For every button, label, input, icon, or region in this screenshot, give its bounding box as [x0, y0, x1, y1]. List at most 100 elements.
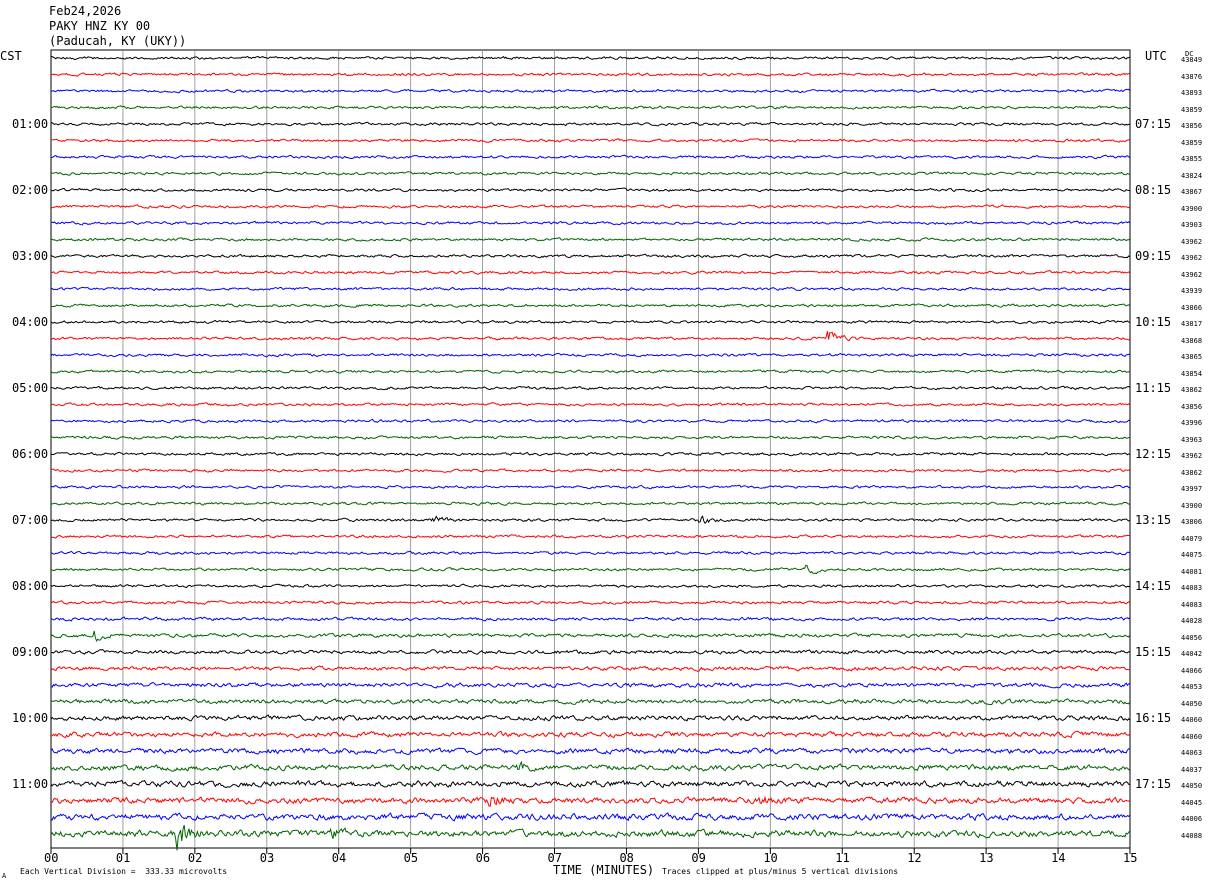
utc-hour-label: 10:15 [1135, 315, 1172, 329]
dc-offset-label: 43859 [1181, 105, 1203, 114]
cst-hour-label: 11:00 [12, 777, 49, 791]
x-tick-label: 11 [835, 851, 850, 865]
cst-hour-label: 02:00 [12, 183, 49, 197]
seismic-trace [51, 138, 1130, 143]
seismic-trace [50, 121, 1130, 127]
dc-offset-label: 44066 [1181, 666, 1203, 675]
cst-hour-label: 06:00 [12, 447, 49, 461]
seismic-trace [50, 501, 1130, 506]
seismic-trace [51, 730, 1131, 739]
seismic-trace [50, 550, 1131, 556]
utc-hour-label: 13:15 [1135, 513, 1172, 527]
dc-offset-label: 44060 [1181, 732, 1203, 741]
x-tick-label: 14 [1051, 851, 1066, 865]
dc-offset-label: 44045 [1181, 798, 1203, 807]
dc-offset-label: 43962 [1181, 270, 1203, 279]
seismic-trace [50, 564, 1131, 575]
dc-offset-label: 44006 [1181, 815, 1203, 823]
dc-offset-label: 44042 [1181, 650, 1203, 658]
dc-offset-label: 43854 [1181, 369, 1203, 378]
utc-hour-label: 08:15 [1135, 183, 1172, 197]
dc-offset-label: 43824 [1181, 171, 1203, 180]
x-tick-label: 03 [259, 851, 275, 865]
right-timezone-label: UTC [1145, 49, 1167, 63]
dc-offset-label: 43862 [1181, 386, 1203, 394]
seismic-trace [50, 171, 1130, 176]
seismic-trace [50, 747, 1130, 756]
dc-offset-label: 43806 [1181, 518, 1203, 526]
dc-offset-label: 43963 [1181, 435, 1203, 444]
dc-offset-label: 43996 [1181, 419, 1203, 427]
utc-hour-label: 15:15 [1135, 645, 1172, 659]
seismic-trace [50, 451, 1130, 457]
dc-offset-label: 43849 [1181, 56, 1203, 64]
dc-offset-label: 44075 [1181, 551, 1203, 559]
dc-offset-label: 44088 [1181, 831, 1203, 840]
seismic-trace [50, 187, 1130, 193]
dc-offset-label: 44083 [1181, 584, 1203, 592]
x-tick-label: 06 [475, 851, 491, 865]
dc-offset-label: 43867 [1181, 188, 1203, 196]
utc-hour-label: 12:15 [1135, 447, 1172, 461]
x-tick-label: 04 [331, 851, 347, 865]
seismic-trace [50, 204, 1131, 209]
x-tick-label: 12 [907, 851, 922, 865]
dc-offset-label: 44050 [1181, 782, 1203, 790]
seismic-trace [50, 812, 1131, 822]
dc-offset-label: 44060 [1181, 716, 1203, 724]
location-label: (Paducah, KY (UKY)) [49, 34, 187, 48]
dc-offset-label: 43866 [1181, 303, 1203, 312]
seismic-trace [50, 600, 1131, 605]
dc-offset-label: 43893 [1181, 89, 1203, 97]
dc-offset-label: 43962 [1181, 254, 1203, 262]
cst-hour-label: 01:00 [12, 117, 49, 131]
seismic-trace [50, 665, 1130, 672]
dc-offset-label: 43855 [1181, 155, 1203, 163]
seismic-trace [50, 220, 1131, 226]
cst-hour-label: 10:00 [12, 711, 49, 725]
seismic-trace [50, 714, 1131, 722]
date-label: Feb24,2026 [49, 4, 122, 18]
x-axis-title: TIME (MINUTES) [553, 863, 655, 877]
seismic-trace [51, 534, 1130, 539]
x-tick-label: 09 [691, 851, 706, 865]
cst-hour-label: 09:00 [12, 645, 49, 659]
seismic-trace [50, 760, 1131, 772]
seismic-trace [50, 435, 1130, 440]
dc-offset-label: 44056 [1181, 633, 1203, 642]
dc-offset-label: 43856 [1181, 402, 1203, 411]
seismic-trace [50, 55, 1131, 61]
dc-offset-label: 43962 [1181, 452, 1203, 460]
x-tick-label: 02 [187, 851, 203, 865]
cst-hour-label: 03:00 [12, 249, 49, 263]
seismic-trace [50, 616, 1131, 622]
seismic-trace [50, 352, 1131, 358]
dc-offset-label: 43817 [1181, 320, 1203, 328]
cst-hour-label: 08:00 [12, 579, 49, 593]
seismic-trace [50, 385, 1131, 391]
seismic-trace [50, 468, 1130, 473]
seismic-trace [50, 779, 1130, 789]
x-tick-label: 15 [1123, 851, 1138, 865]
seismic-trace [50, 105, 1130, 110]
utc-hour-label: 16:15 [1135, 711, 1172, 725]
dc-offset-label: 44037 [1181, 765, 1203, 774]
seismic-trace [50, 270, 1131, 275]
seismic-trace [50, 303, 1131, 308]
utc-hour-label: 17:15 [1135, 777, 1172, 791]
dc-offset-label: 44028 [1181, 617, 1203, 625]
seismic-trace [50, 237, 1131, 242]
utc-hour-label: 11:15 [1135, 381, 1172, 395]
seismic-trace [50, 515, 1130, 524]
left-timezone-label: CST [0, 49, 22, 63]
x-tick-label: 10 [763, 851, 778, 865]
dc-offset-label: 44050 [1181, 699, 1203, 708]
seismic-trace [50, 824, 1131, 851]
seismic-trace [50, 88, 1131, 94]
seismic-trace [50, 154, 1131, 160]
seismic-trace [50, 630, 1131, 642]
seismic-trace [50, 484, 1131, 490]
dc-label: DC [1185, 50, 1194, 58]
seismic-trace [50, 698, 1131, 705]
